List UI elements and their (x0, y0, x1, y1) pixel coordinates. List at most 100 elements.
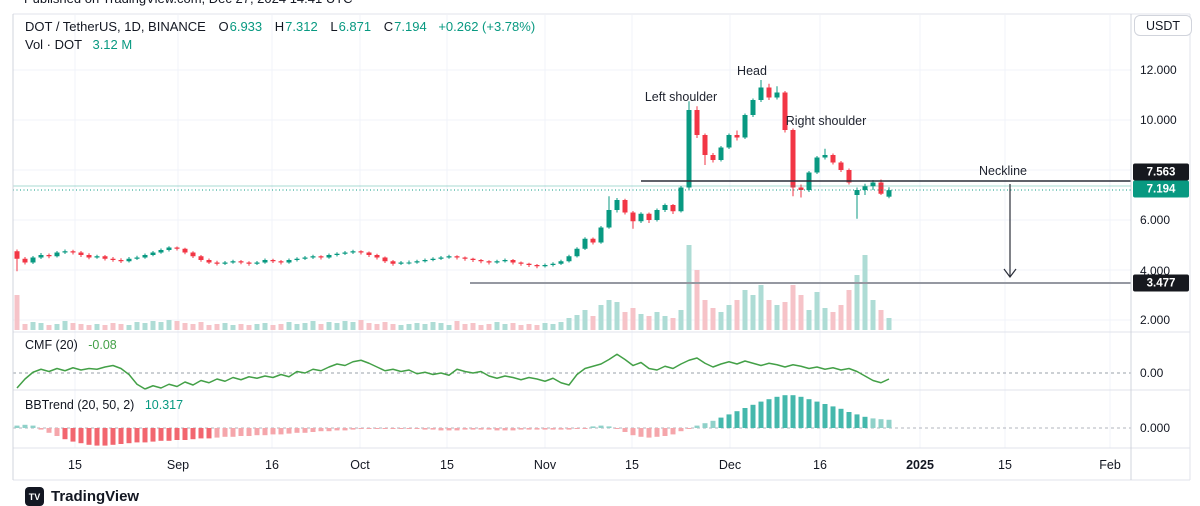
volume-bar (374, 324, 380, 330)
time-tick-label: Feb (1099, 458, 1121, 472)
bbtrend-bar (886, 419, 892, 428)
bbtrend-bar (750, 404, 756, 428)
volume-bar (214, 324, 220, 330)
bbtrend-bar (430, 428, 436, 430)
bbtrend-bar (30, 425, 36, 428)
bbtrend-bar (142, 428, 148, 443)
volume-bar (406, 324, 412, 330)
candle-body (158, 250, 164, 253)
volume-bar (838, 305, 844, 330)
volume-bar (150, 321, 156, 330)
time-tick-label: Nov (533, 458, 557, 472)
candle-body (718, 147, 724, 160)
candle-body (734, 135, 740, 138)
time-tick-label: Oct (350, 458, 370, 472)
bbtrend-name: BBTrend (20, 50, 2) (25, 398, 135, 412)
bbtrend-bar (390, 428, 396, 429)
candle-body (94, 256, 100, 258)
bbtrend-bar (54, 428, 60, 436)
volume-bar (782, 302, 788, 330)
volume-bar (790, 285, 796, 330)
bbtrend-bar (262, 428, 268, 436)
bbtrend-bar (366, 428, 372, 429)
volume-bar (286, 322, 292, 330)
bbtrend-value: 10.317 (144, 398, 184, 412)
bbtrend-bar (38, 428, 44, 430)
volume-bar (430, 322, 436, 330)
volume-bar (542, 323, 548, 330)
candle-body (710, 155, 716, 160)
bbtrend-bar (110, 428, 116, 445)
bbtrend-bar (22, 424, 28, 428)
volume-bar (454, 321, 460, 330)
bbtrend-bar (486, 428, 492, 430)
volume-bar (190, 324, 196, 330)
volume-bar (126, 325, 132, 330)
bbtrend-bar (14, 425, 20, 428)
candle-body (446, 256, 452, 258)
ohlc-open-key: O (218, 19, 229, 34)
candle-body (638, 213, 644, 222)
price-tick-label: 0.000 (1140, 421, 1171, 435)
volume-bar (134, 322, 140, 330)
time-tick-label: 15 (998, 458, 1012, 472)
candle-body (654, 210, 660, 220)
volume-bar (230, 325, 236, 330)
bbtrend-bar (494, 428, 500, 431)
candle-body (774, 92, 780, 98)
candle-body (494, 261, 500, 263)
volume-bar (494, 322, 500, 330)
volume-bar (390, 324, 396, 330)
bbtrend-bar (846, 412, 852, 428)
volume-bar (686, 245, 692, 330)
candle-body (598, 227, 604, 243)
volume-bar (246, 325, 252, 330)
bbtrend-bar (86, 428, 92, 445)
bbtrend-bar (646, 428, 652, 438)
bbtrend-bar (254, 428, 260, 436)
candle-body (726, 135, 732, 148)
bbtrend-bar (814, 401, 820, 428)
bbtrend-bar (446, 428, 452, 431)
tradingview-logo[interactable]: TV TradingView (25, 487, 139, 506)
volume-bar (446, 325, 452, 330)
time-tick-label: 15 (68, 458, 82, 472)
candle-body (470, 258, 476, 260)
bbtrend-bar (862, 416, 868, 428)
candle-body (782, 92, 788, 130)
candle-body (182, 248, 188, 253)
bbtrend-bar (190, 428, 196, 440)
volume-bar (182, 323, 188, 330)
candle-body (622, 200, 628, 213)
bbtrend-bar (238, 428, 244, 436)
volume-bar (614, 302, 620, 330)
bbtrend-bar (454, 428, 460, 431)
candle-body (294, 258, 300, 260)
bbtrend-bar (286, 428, 292, 434)
bbtrend-bar (550, 428, 556, 430)
volume-bar (102, 325, 108, 330)
volume-bar (558, 322, 564, 330)
time-tick-label: 2025 (906, 458, 934, 472)
bbtrend-bar (398, 428, 404, 429)
currency-button[interactable]: USDT (1134, 15, 1192, 36)
bbtrend-bar (470, 428, 476, 430)
volume-bar (62, 321, 68, 330)
volume-bar (598, 305, 604, 330)
annotation-neckline: Neckline (979, 164, 1027, 178)
volume-bar (334, 323, 340, 330)
volume-bar (470, 323, 476, 330)
volume-bar (574, 315, 580, 330)
volume-bar (86, 325, 92, 330)
bbtrend-bar (94, 428, 100, 446)
candle-body (742, 115, 748, 138)
volume-bar (14, 295, 20, 330)
candle-body (662, 205, 668, 210)
candle-body (590, 238, 596, 243)
bbtrend-bar (790, 395, 796, 428)
volume-bar (222, 323, 228, 330)
candle-body (646, 213, 652, 220)
volume-bar (302, 323, 308, 330)
volume-bar (846, 290, 852, 330)
